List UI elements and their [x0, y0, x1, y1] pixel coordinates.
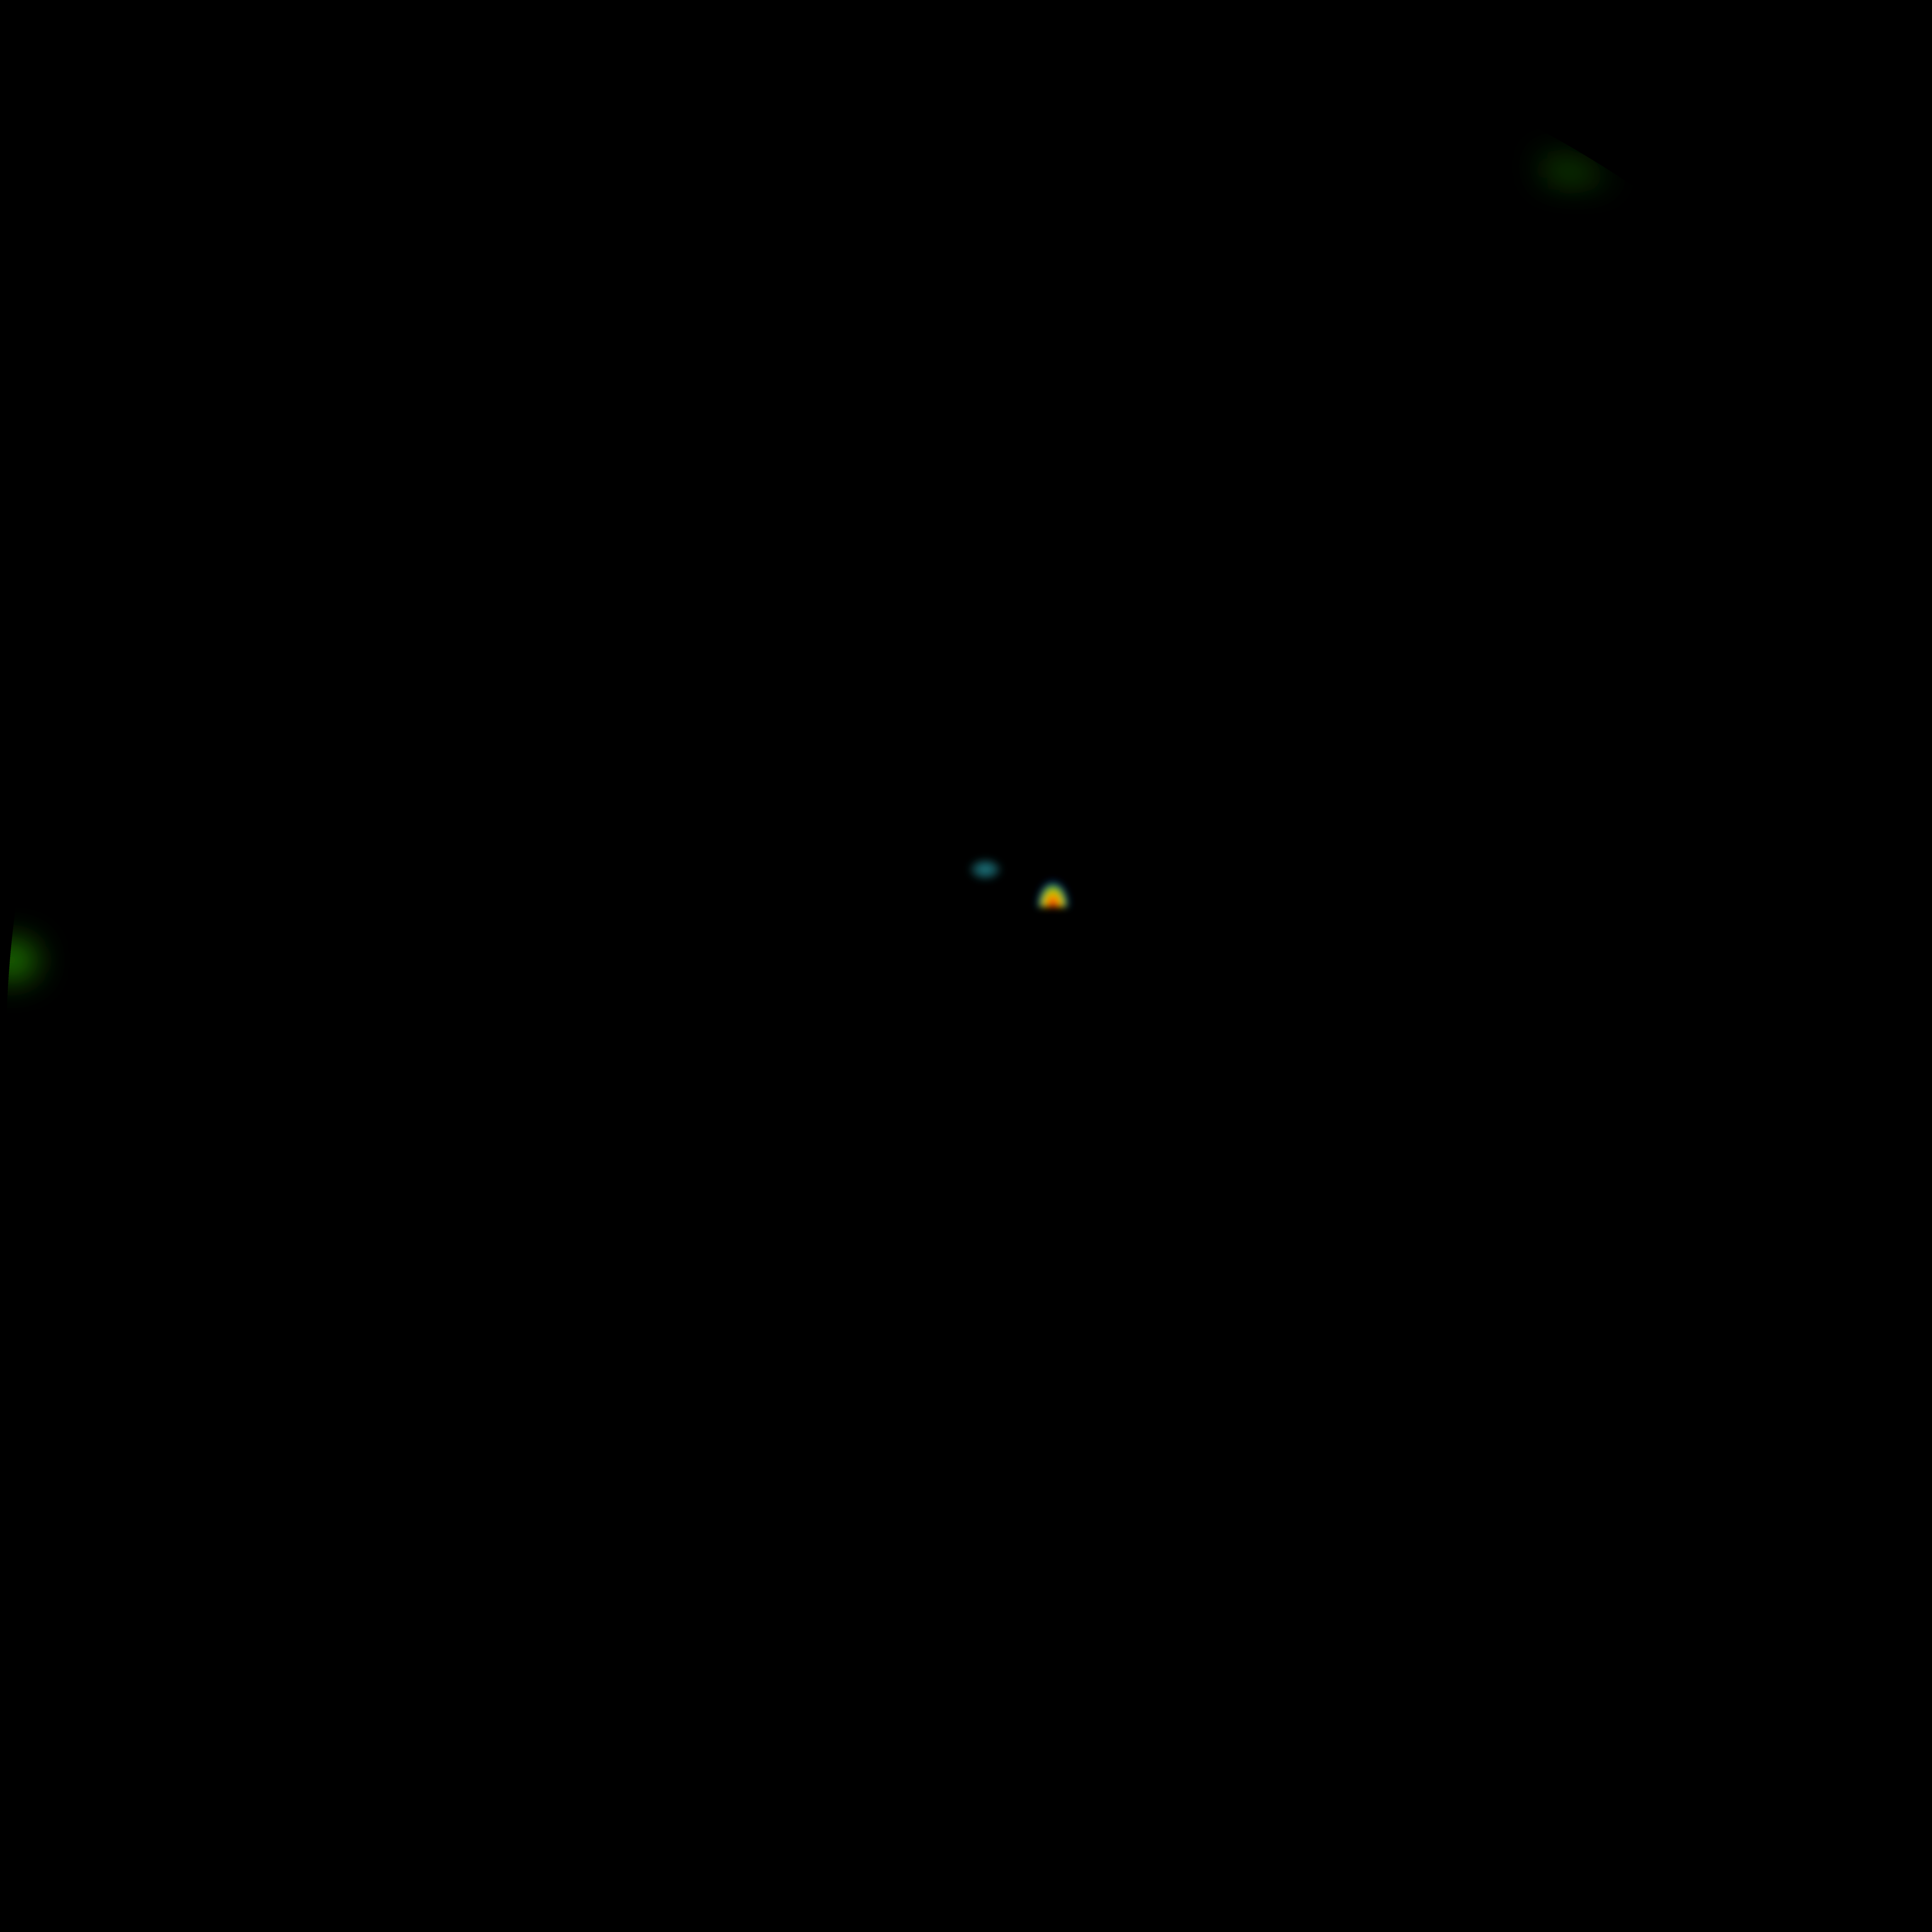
satellite-full-disk-image: [0, 0, 1932, 1932]
